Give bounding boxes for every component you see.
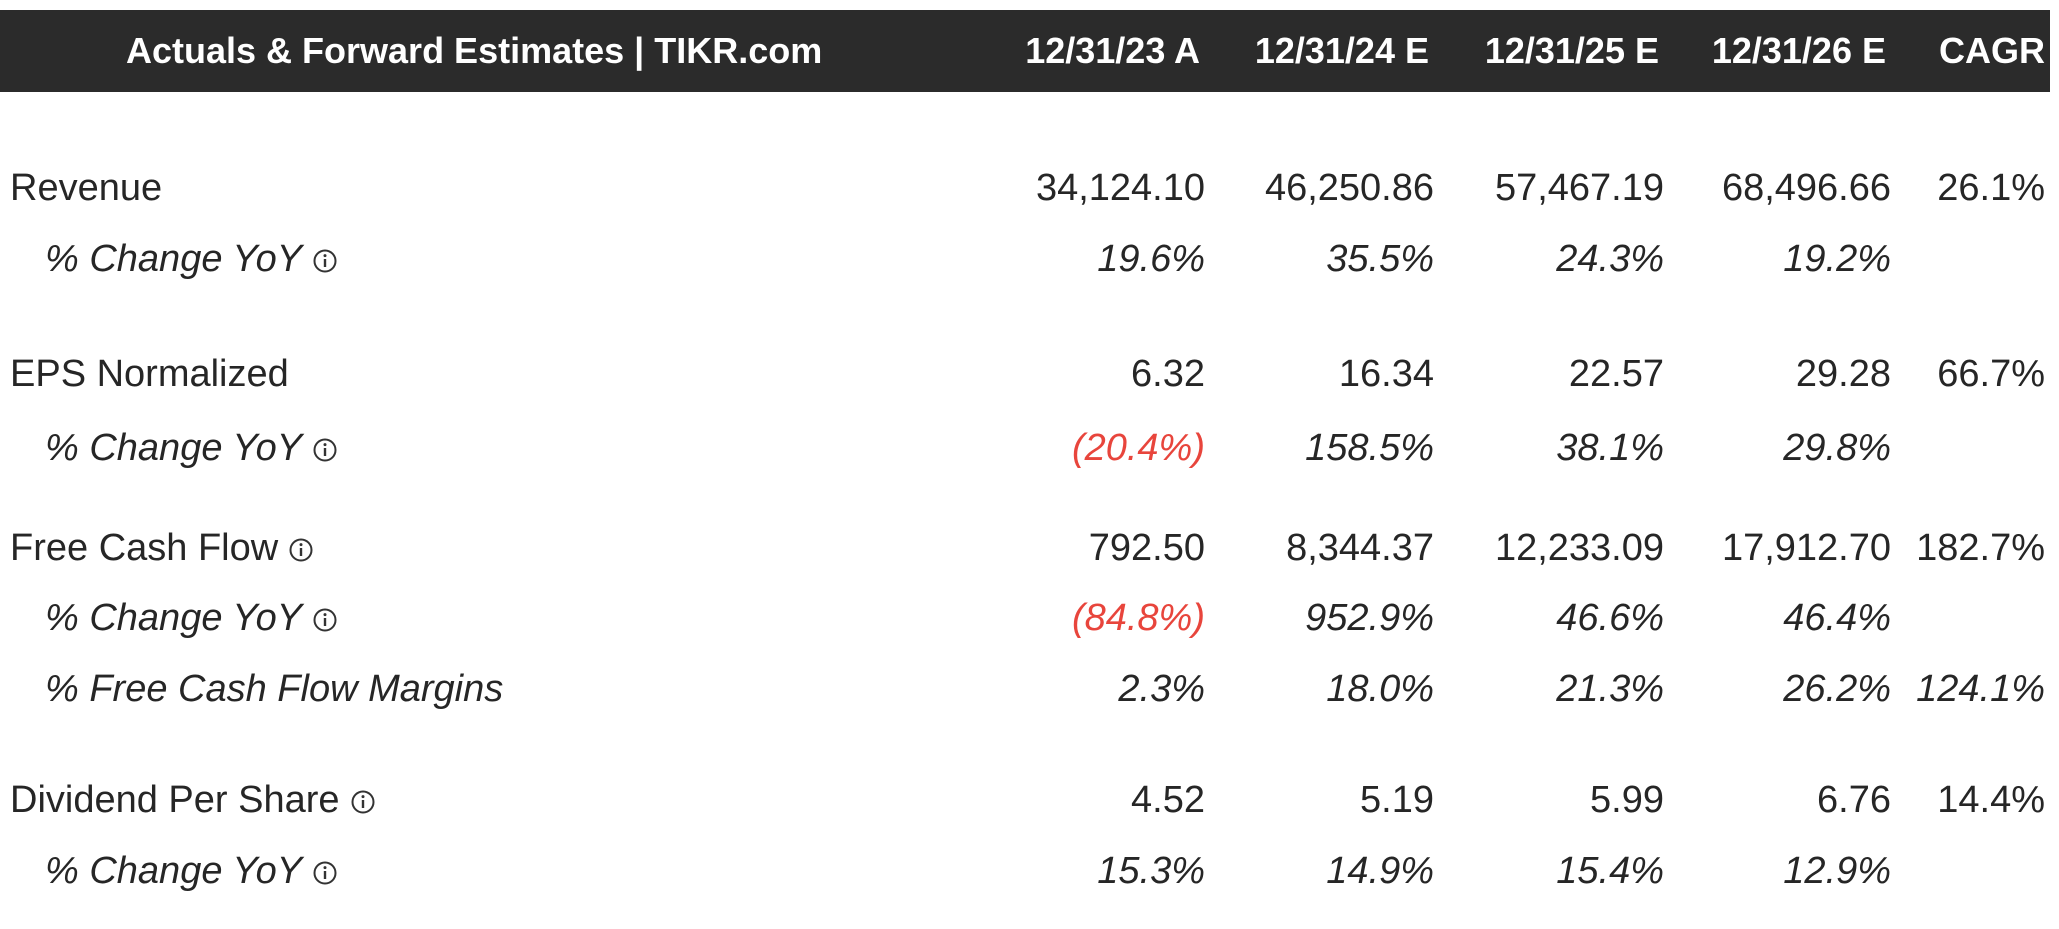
value-cell: 5.99: [1590, 779, 1664, 821]
column-header: 12/31/25 E: [1484, 30, 1659, 71]
info-icon[interactable]: [312, 437, 338, 463]
info-icon[interactable]: [312, 860, 338, 886]
value-cell: 952.9%: [1305, 597, 1434, 639]
row-label: % Free Cash Flow Margins: [45, 664, 503, 714]
row-label-text: % Free Cash Flow Margins: [45, 668, 504, 710]
value-cell: 29.28: [1795, 353, 1891, 395]
value-cell: (20.4%): [1071, 427, 1205, 469]
row-label-text: Free Cash Flow: [10, 527, 279, 569]
column-header: CAGR: [1939, 30, 2045, 71]
value-cell: 34,124.10: [1035, 167, 1205, 209]
value-cell: 46,250.86: [1264, 167, 1434, 209]
row-label: % Change YoY: [45, 593, 338, 643]
value-cell: 6.76: [1817, 779, 1891, 821]
header-title: Actuals & Forward Estimates | TIKR.com: [126, 30, 823, 71]
row-label-text: % Change YoY: [45, 597, 303, 639]
row-label-text: EPS Normalized: [10, 353, 289, 395]
value-cell: 26.1%: [1937, 167, 2045, 209]
value-cell: 19.6%: [1097, 238, 1205, 280]
value-cell: 21.3%: [1556, 668, 1664, 710]
value-cell: 22.57: [1568, 353, 1664, 395]
value-cell: 17,912.70: [1721, 527, 1891, 569]
value-cell: 14.4%: [1937, 779, 2045, 821]
value-cell: 18.0%: [1326, 668, 1434, 710]
info-icon[interactable]: [350, 789, 376, 815]
value-cell: 15.4%: [1556, 850, 1664, 892]
row-label: % Change YoY: [45, 234, 338, 284]
value-cell: 4.52: [1131, 779, 1205, 821]
value-cell: 46.6%: [1556, 597, 1664, 639]
value-cell: 35.5%: [1326, 238, 1434, 280]
value-cell: 158.5%: [1305, 427, 1434, 469]
value-cell: 46.4%: [1783, 597, 1891, 639]
value-cell: 19.2%: [1783, 238, 1891, 280]
row-label-text: % Change YoY: [45, 850, 303, 892]
value-cell: 68,496.66: [1721, 167, 1891, 209]
value-cell: 66.7%: [1937, 353, 2045, 395]
value-cell: 16.34: [1338, 353, 1434, 395]
column-header: 12/31/24 E: [1254, 30, 1429, 71]
value-cell: 57,467.19: [1494, 167, 1664, 209]
row-label-text: % Change YoY: [45, 427, 303, 469]
value-cell: (84.8%): [1071, 597, 1205, 639]
value-cell: 124.1%: [1916, 668, 2045, 710]
info-icon[interactable]: [312, 248, 338, 274]
value-cell: 29.8%: [1783, 427, 1891, 469]
value-cell: 6.32: [1131, 353, 1205, 395]
value-cell: 24.3%: [1556, 238, 1664, 280]
value-cell: 15.3%: [1097, 850, 1205, 892]
value-cell: 14.9%: [1326, 850, 1434, 892]
value-cell: 182.7%: [1916, 527, 2045, 569]
column-header: 12/31/23 A: [1025, 30, 1200, 71]
value-cell: 12,233.09: [1494, 527, 1664, 569]
value-cell: 2.3%: [1118, 668, 1205, 710]
row-label: Dividend Per Share: [10, 775, 376, 825]
row-label: % Change YoY: [45, 846, 338, 896]
row-label-text: % Change YoY: [45, 238, 303, 280]
value-cell: 38.1%: [1556, 427, 1664, 469]
value-cell: 5.19: [1360, 779, 1434, 821]
value-cell: 26.2%: [1783, 668, 1891, 710]
row-label-text: Revenue: [10, 167, 163, 209]
value-cell: 12.9%: [1783, 850, 1891, 892]
value-cell: 792.50: [1088, 527, 1205, 569]
row-label-text: Dividend Per Share: [10, 779, 340, 821]
row-label: Free Cash Flow: [10, 523, 314, 573]
info-icon[interactable]: [312, 607, 338, 633]
row-label: EPS Normalized: [10, 349, 289, 399]
row-label: Revenue: [10, 163, 162, 213]
row-label: % Change YoY: [45, 423, 338, 473]
value-cell: 8,344.37: [1286, 527, 1434, 569]
column-header: 12/31/26 E: [1711, 30, 1886, 71]
header-bar: Actuals & Forward Estimates | TIKR.com 1…: [0, 10, 2050, 92]
info-icon[interactable]: [288, 537, 314, 563]
